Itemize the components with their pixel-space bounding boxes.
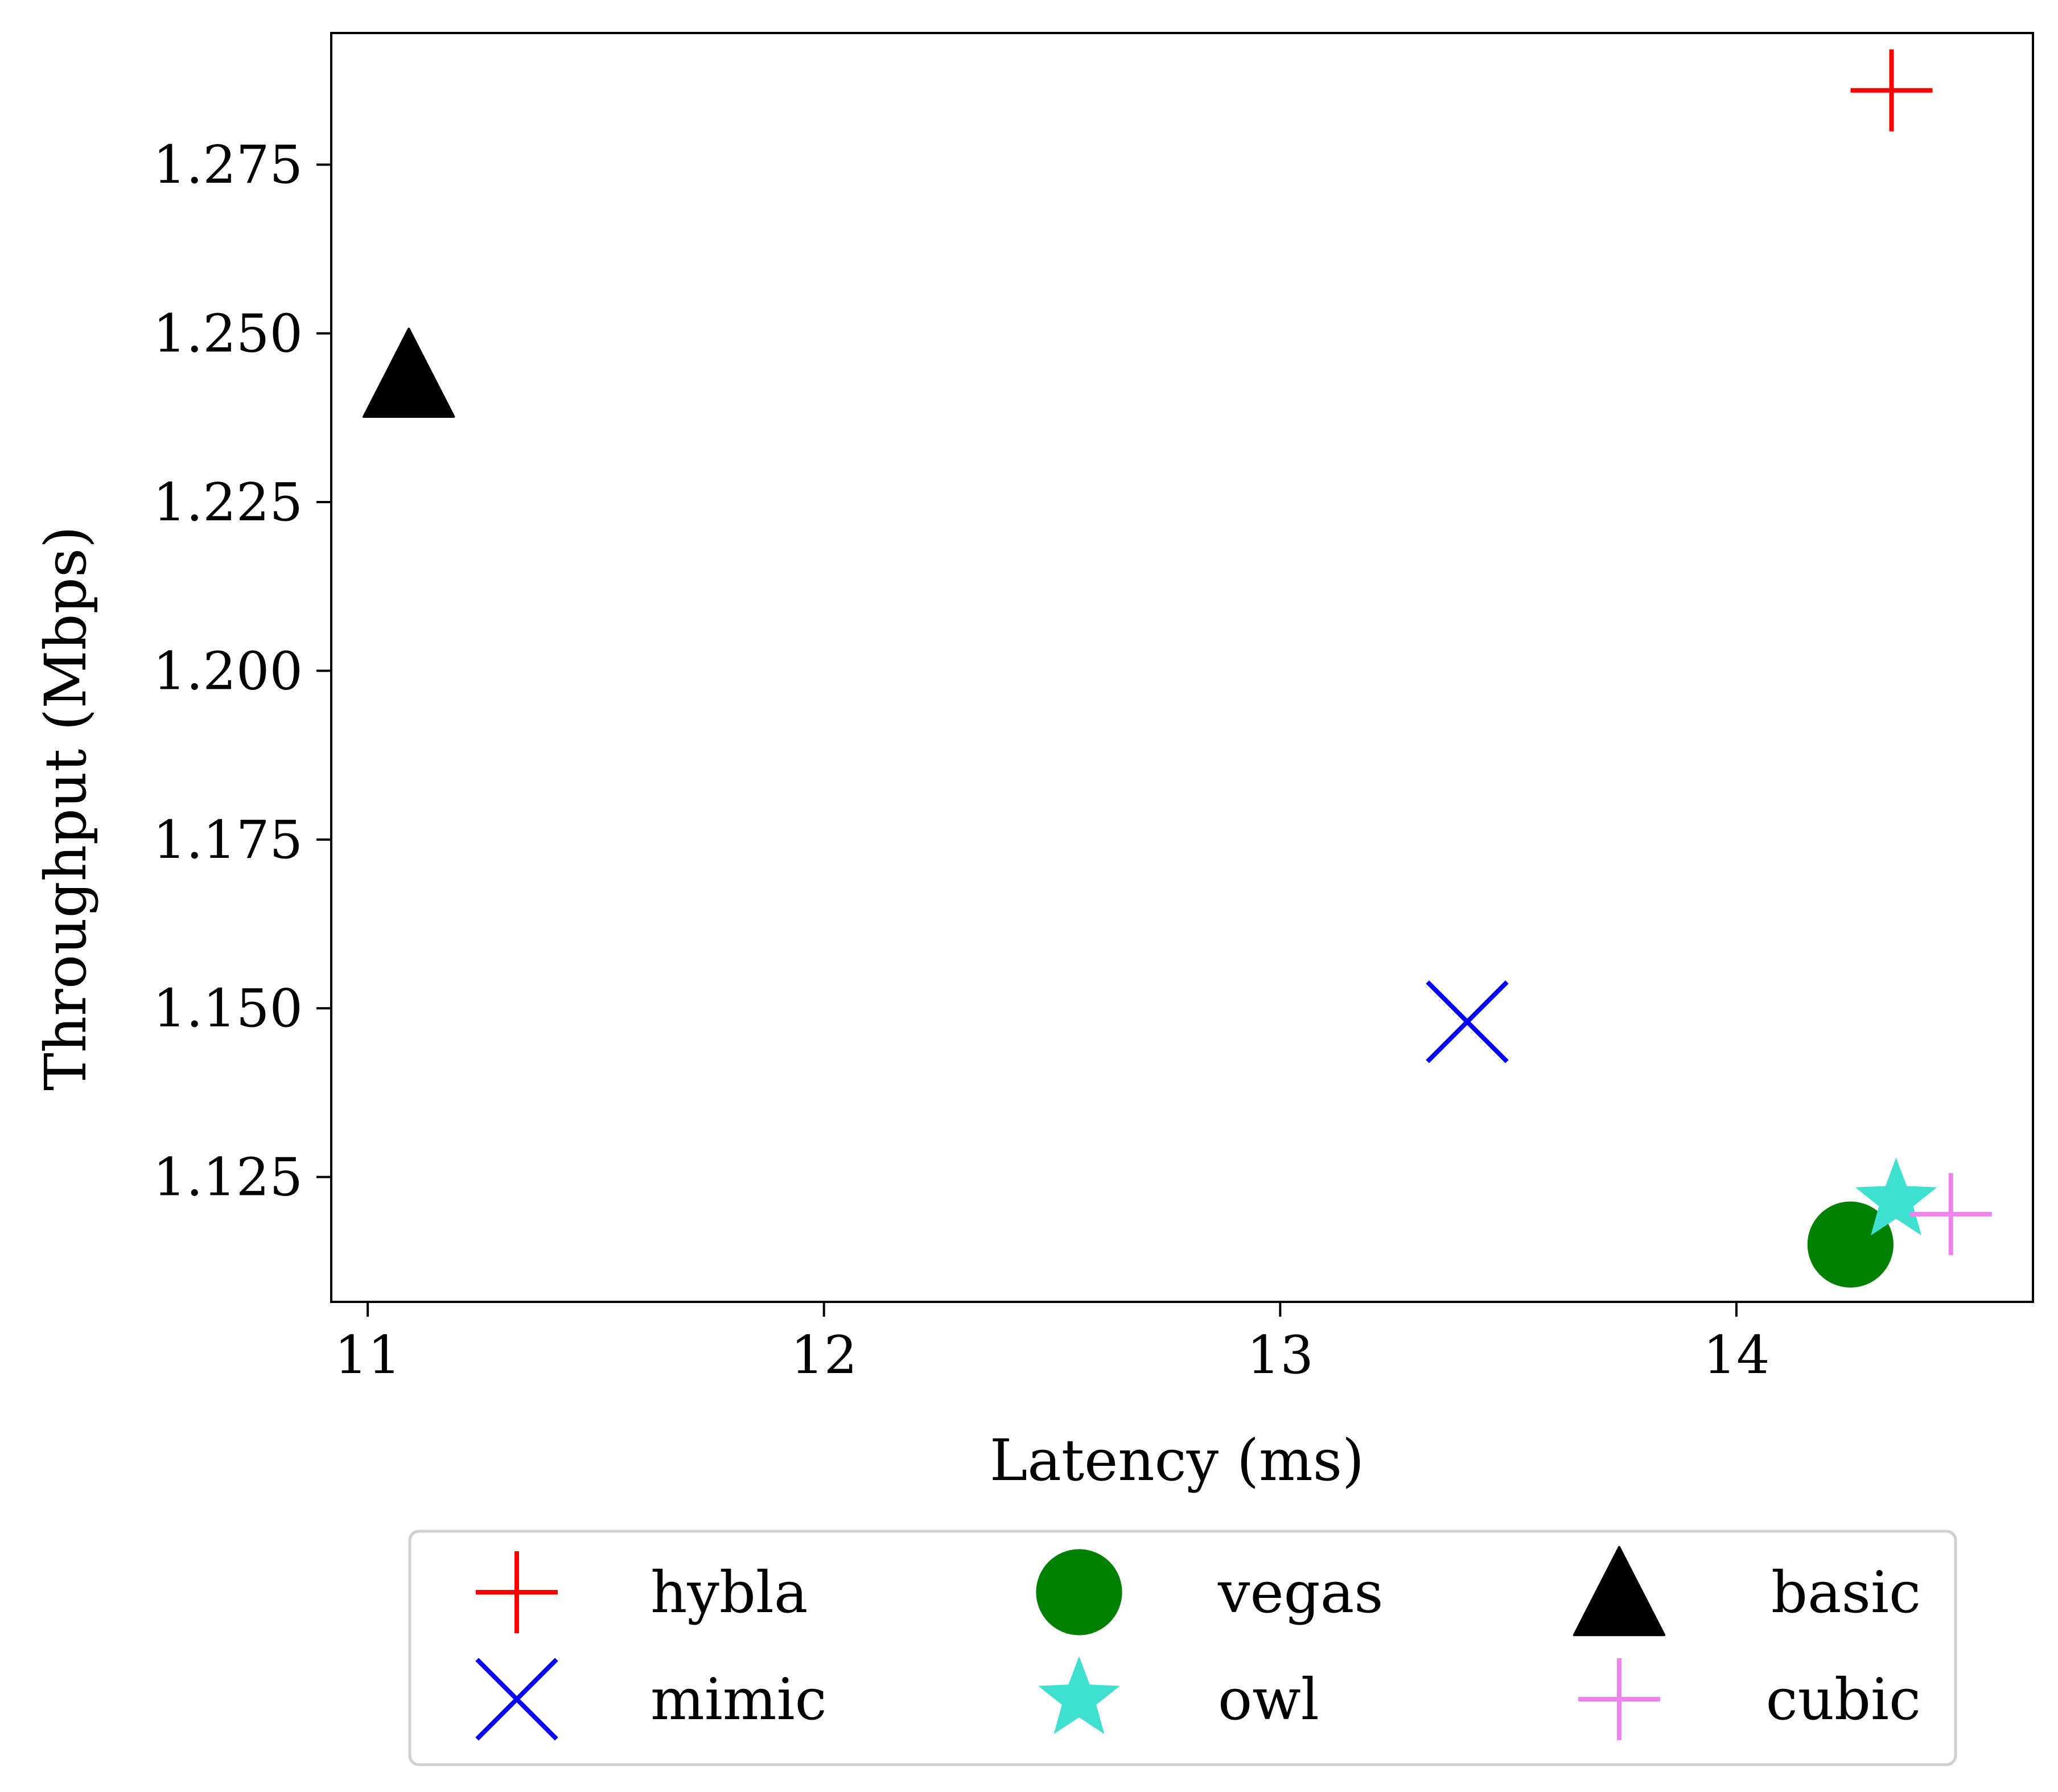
legend-entry-vegas: vegas [1036,1549,1384,1635]
marker-owl [1855,1157,1937,1236]
legend-label-hybla: hybla [651,1559,808,1626]
legend-label-basic: basic [1771,1559,1921,1626]
y-axis-label: Throughput (Mbps) [32,526,99,1091]
legend-entry-hybla: hybla [476,1551,808,1633]
legend-entry-cubic: cubic [1578,1658,1921,1740]
legend-entry-basic: basic [1573,1546,1921,1637]
legend-frame [408,1530,1957,1766]
legend-marker-mimic [475,1658,558,1741]
legend-marker-hybla [476,1551,558,1633]
legend-entry-owl: owl [1038,1656,1319,1735]
marker-hybla [1850,49,1933,131]
y-axis-ticks: 1.125 1.150 1.175 1.200 1.225 1.250 1.275 [153,134,331,1208]
plot-area [330,32,2034,1303]
legend-marker-cubic [1578,1658,1660,1740]
legend: hybla mimic vegas owl basic cubic [408,1530,1957,1766]
x-tick-label: 12 [791,1325,857,1386]
data-markers [363,49,1992,1288]
y-tick-label: 1.250 [153,303,303,364]
y-tick-label: 1.275 [153,134,303,195]
x-tick-label: 13 [1247,1325,1314,1386]
y-tick-label: 1.225 [153,472,303,533]
x-axis-ticks: 11 12 13 14 [335,1302,1769,1386]
marker-basic [363,327,455,418]
legend-label-cubic: cubic [1766,1666,1921,1733]
plot-frame [330,32,2034,1303]
legend-entry-mimic: mimic [475,1658,827,1741]
legend-label-vegas: vegas [1217,1559,1384,1626]
x-tick-label: 14 [1703,1325,1769,1386]
y-tick-label: 1.125 [153,1147,303,1208]
y-tick-label: 1.175 [153,809,303,870]
legend-label-owl: owl [1218,1666,1319,1733]
legend-label-mimic: mimic [651,1666,827,1733]
legend-marker-owl [1038,1656,1120,1735]
x-tick-label: 11 [335,1325,401,1386]
marker-vegas [1807,1201,1894,1288]
marker-cubic [1909,1173,1992,1255]
legend-marker-vegas [1036,1549,1122,1635]
legend-marker-basic [1573,1546,1666,1637]
marker-mimic [1426,980,1509,1063]
y-tick-label: 1.150 [153,978,303,1039]
x-axis-label: Latency (ms) [990,1427,1364,1494]
y-tick-label: 1.200 [153,640,303,701]
